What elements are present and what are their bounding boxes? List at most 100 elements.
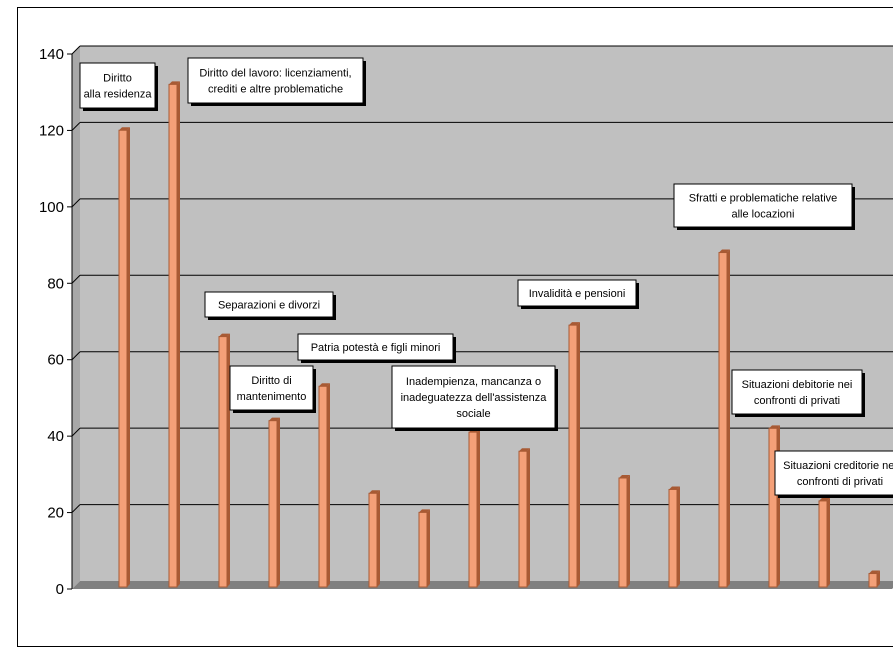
callout-text: Patria potestà e figli minori [311, 342, 441, 354]
gridline-side [71, 504, 81, 513]
callout-text: alle locazioni [732, 209, 795, 221]
bar [318, 383, 330, 588]
bar-front [318, 385, 328, 588]
bar-side [327, 383, 330, 587]
bar [868, 570, 880, 588]
bar-side [827, 497, 830, 587]
callout-text: Situazioni debitorie nei [742, 379, 853, 391]
bar [568, 322, 580, 588]
bar-top [869, 570, 880, 574]
bar [168, 81, 180, 588]
bar-front [868, 573, 878, 588]
bar [268, 417, 280, 588]
bar [668, 486, 680, 588]
callout-text: alla residenza [84, 89, 153, 101]
bar-side [227, 333, 230, 587]
callout-label: Separazioni e divorzi [204, 291, 336, 320]
callout-text: Situazioni creditorie nei [783, 460, 893, 472]
gridline-side [71, 45, 81, 55]
callout-text: Invalidità e pensioni [529, 288, 626, 300]
y-tick-label: 120 [39, 122, 64, 139]
bar-top [819, 497, 830, 501]
callout-text: confronti di privati [754, 395, 840, 407]
bar [418, 509, 430, 588]
bar-side [277, 417, 280, 587]
bar-side [577, 322, 580, 587]
plot-area [80, 46, 893, 581]
callout-label: Situazioni creditorie nei confronti di pr… [774, 450, 893, 498]
callout-text: sociale [456, 408, 490, 420]
bar-top [669, 486, 680, 490]
bar-side [177, 81, 180, 588]
bar-front [418, 511, 428, 588]
gridline-side [71, 351, 81, 361]
bar [368, 490, 380, 588]
bar-front [518, 450, 528, 588]
bar-top [719, 249, 730, 253]
bar-top [269, 417, 280, 421]
bar-front [718, 252, 728, 588]
callout-label: Invalidità e pensioni [517, 279, 639, 309]
callout-text: Diritto [103, 73, 132, 85]
bar-top [369, 490, 380, 494]
bar-top [619, 475, 630, 478]
callout-box [517, 279, 637, 307]
callout-label: Patria potestà e figli minori [297, 333, 456, 363]
bar-side [677, 486, 680, 587]
y-tick-label: 40 [47, 428, 64, 445]
bar-front [118, 129, 128, 588]
gridline-side [71, 198, 81, 208]
bar [818, 497, 830, 588]
bar-side [877, 570, 880, 587]
callout-text: Sfratti e problematiche relative [689, 193, 838, 205]
plot-side-wall [72, 46, 80, 589]
callout-text: Separazioni e divorzi [218, 300, 320, 312]
bar-front [618, 477, 628, 588]
bar-top [769, 425, 780, 429]
callout-box [79, 62, 156, 109]
callout-text: mantenimento [237, 391, 307, 403]
y-tick-label: 60 [47, 352, 64, 369]
bar-front [218, 336, 228, 588]
gridline-side [71, 274, 81, 284]
callout-box [229, 365, 314, 411]
bar-side [727, 249, 730, 588]
bar-side [477, 429, 480, 587]
callout-label: Diritto del lavoro: licenziamenti, credit… [187, 57, 366, 106]
bar-side [377, 490, 380, 587]
bar [618, 475, 630, 588]
bar-side [627, 475, 630, 587]
bar-front [468, 431, 478, 588]
bar-front [368, 492, 378, 588]
bar-top [319, 383, 330, 387]
callout-label: Situazioni debitorie nei confronti di pri… [731, 369, 865, 417]
bar-top [519, 448, 530, 452]
callout-text: Diritto di [251, 375, 291, 387]
y-tick-label: 0 [56, 581, 64, 598]
bar [468, 429, 480, 588]
bar-top [419, 509, 430, 513]
bar-side [127, 127, 130, 587]
y-tick-label: 20 [47, 505, 64, 522]
callout-label: Inadempienza, mancanza o inadeguatezza de… [391, 365, 558, 431]
bar-top [219, 333, 230, 337]
callout-label: Diritto di mantenimento [229, 365, 316, 413]
callout-box [774, 450, 893, 496]
callout-text: Diritto del lavoro: licenziamenti, [199, 68, 351, 80]
bar-front [568, 324, 578, 588]
bar [218, 333, 230, 588]
bar-front [268, 420, 278, 588]
callout-box [187, 57, 364, 104]
bar-side [527, 448, 530, 587]
y-tick-label: 140 [39, 46, 64, 63]
callout-text: confronti di privati [797, 476, 883, 488]
callout-text: Inadempienza, mancanza o [406, 376, 541, 388]
bar-front [668, 488, 678, 588]
bar-front [768, 427, 778, 588]
callout-label: Sfratti e problematiche relative alle loc… [673, 183, 855, 230]
bar-top [169, 81, 180, 85]
callout-box [204, 291, 334, 318]
callout-text: inadeguatezza dell'assistenza [401, 392, 548, 404]
bar-front [168, 83, 178, 588]
y-tick-label: 100 [39, 199, 64, 216]
